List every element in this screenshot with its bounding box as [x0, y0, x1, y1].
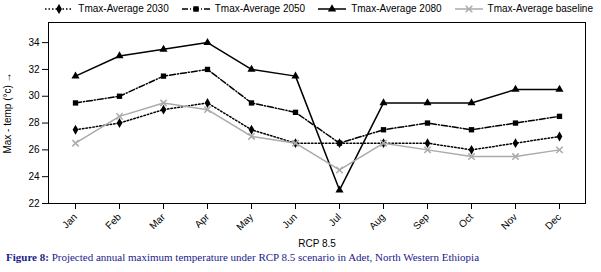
html-text:Figure 8: Projected annual max: Figure 8: Projected annual maximum tempe…: [6, 251, 479, 263]
svg-text:34: 34: [28, 37, 40, 48]
svg-text:Dec: Dec: [543, 211, 563, 231]
svg-text:Sep: Sep: [411, 211, 432, 232]
svg-text:Oct: Oct: [456, 211, 475, 230]
svg-text:Aug: Aug: [367, 211, 387, 231]
html-text:Tmax-Average 2030: Tmax-Average 2030: [78, 3, 169, 14]
svg-text:Feb: Feb: [103, 211, 123, 231]
svg-text:30: 30: [28, 90, 40, 101]
svg-text:Max - temp (°c) →: Max - temp (°c) →: [2, 72, 13, 153]
html-text:Tmax-Average 2080: Tmax-Average 2080: [351, 3, 442, 14]
html-text:Tmax-Average baseline: Tmax-Average baseline: [487, 3, 593, 14]
svg-text:32: 32: [28, 64, 40, 75]
svg-text:28: 28: [28, 117, 40, 128]
svg-text:Jan: Jan: [60, 211, 79, 230]
svg-text:Nov: Nov: [499, 211, 519, 231]
svg-text:May: May: [234, 211, 255, 232]
html-text:Tmax-Average 2050: Tmax-Average 2050: [214, 3, 306, 14]
svg-text:24: 24: [28, 171, 40, 182]
svg-text:22: 22: [28, 198, 40, 209]
svg-text:Jun: Jun: [280, 211, 299, 230]
svg-text:26: 26: [28, 144, 40, 155]
svg-text:RCP 8.5: RCP 8.5: [298, 238, 336, 249]
svg-text:Apr: Apr: [192, 211, 211, 230]
svg-text:Jul: Jul: [326, 211, 343, 228]
svg-text:Mar: Mar: [147, 211, 167, 231]
